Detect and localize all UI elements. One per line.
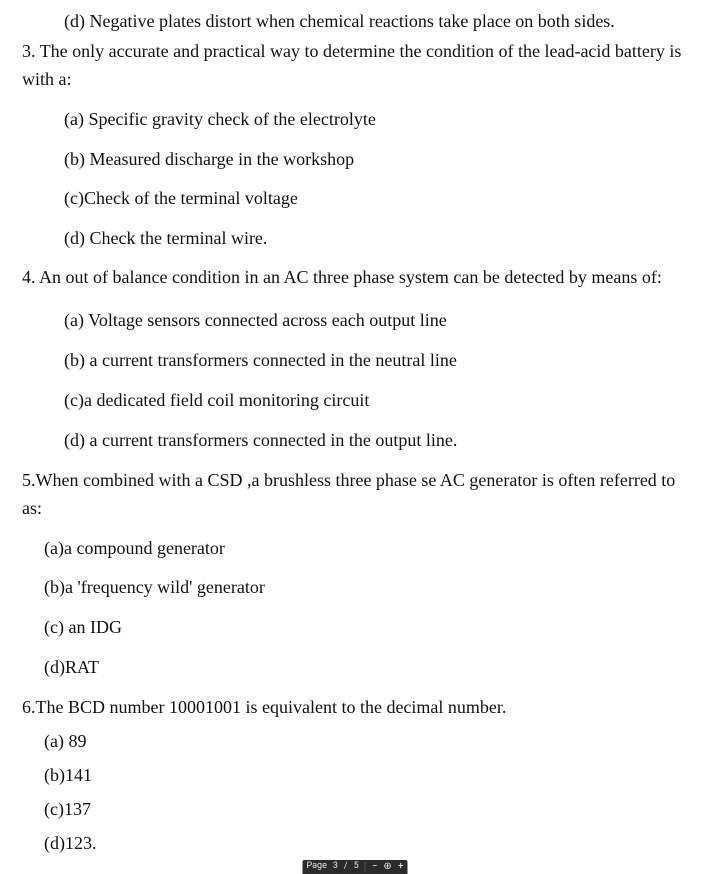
q3-option-a: (a) Specific gravity check of the electr… [22,106,688,134]
q6-stem: 6.The BCD number 10001001 is equivalent … [22,694,688,722]
q5-stem: 5.When combined with a CSD ,a brushless … [22,467,688,523]
q4-option-d: (d) a current transformers connected in … [22,427,688,455]
q3-option-c: (c)Check of the terminal voltage [22,185,688,213]
page-total: 5 [354,860,359,874]
option-text: (d) Negative plates distort when chemica… [64,11,615,31]
page-sep: / [344,860,348,874]
q5-option-d: (d)RAT [22,654,688,682]
q3-stem: 3. The only accurate and practical way t… [22,38,688,94]
zoom-icon[interactable]: ⊕ [383,859,391,874]
q3-option-d: (d) Check the terminal wire. [22,225,688,253]
q2-option-d: (d) Negative plates distort when chemica… [22,8,688,36]
q4-option-a: (a) Voltage sensors connected across eac… [22,307,688,335]
page-label: Page [307,860,327,874]
q6-option-b: (b)141 [22,762,688,790]
pdf-toolbar: Page 3 / 5 − ⊕ + [303,860,408,874]
document-page: (d) Negative plates distort when chemica… [0,0,710,874]
q6-option-c: (c)137 [22,796,688,824]
q6-option-d: (d)123. [22,830,688,858]
q5-option-c: (c) an IDG [22,614,688,642]
zoom-out-icon[interactable]: − [372,859,378,874]
page-current[interactable]: 3 [333,860,338,874]
q6-option-a: (a) 89 [22,728,688,756]
q3-option-b: (b) Measured discharge in the workshop [22,146,688,174]
q4-option-c: (c)a dedicated field coil monitoring cir… [22,387,688,415]
toolbar-separator [365,862,366,872]
q5-option-b: (b)a 'frequency wild' generator [22,574,688,602]
q5-option-a: (a)a compound generator [22,535,688,563]
q4-option-b: (b) a current transformers connected in … [22,347,688,375]
zoom-in-icon[interactable]: + [398,859,404,874]
q4-stem: 4. An out of balance condition in an AC … [22,259,688,295]
